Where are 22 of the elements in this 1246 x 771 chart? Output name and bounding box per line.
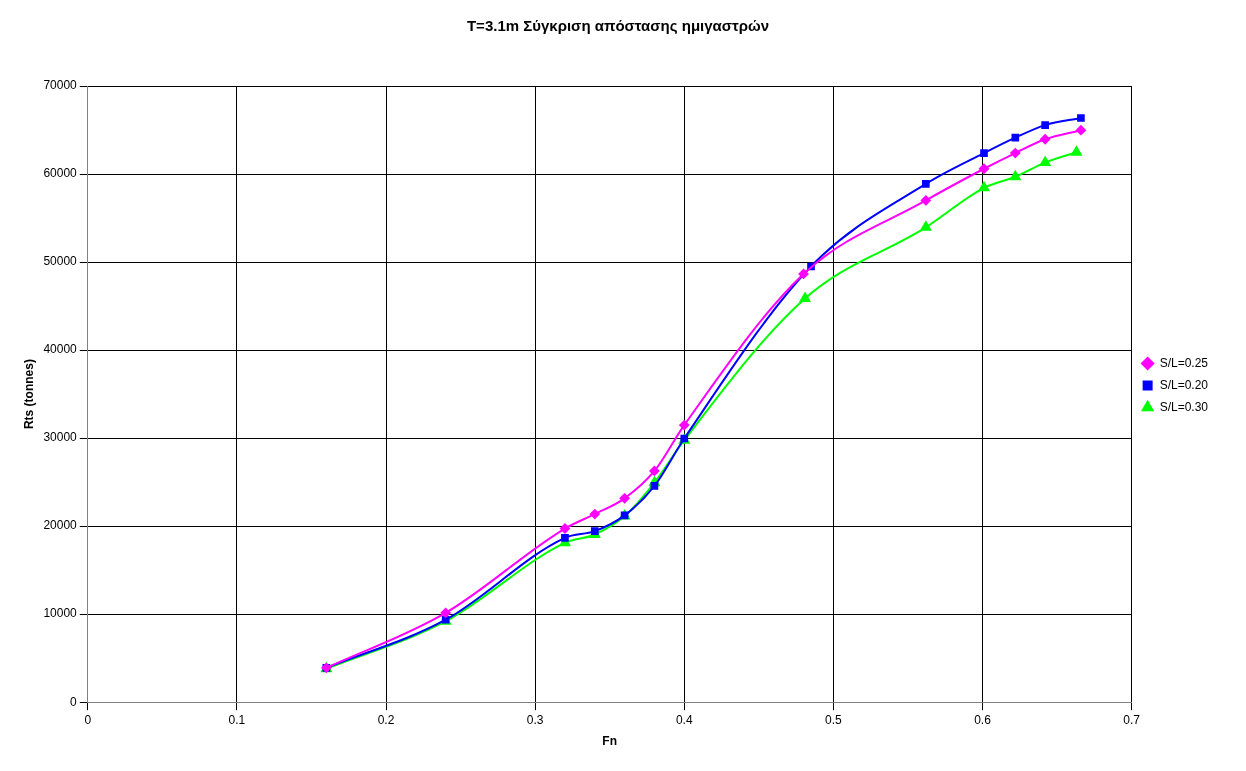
y-tick-label: 0 [70,694,78,709]
legend-label: S/L=0.20 [1159,377,1209,392]
y-tick-label: 60000 [43,166,78,181]
y-tick-label: 20000 [43,518,78,533]
chart-title: T=3.1m Σύγκριση απόστασης ημιγαστρών [466,17,770,35]
x-tick-label: 0.3 [526,712,544,727]
x-tick-label: 0.1 [228,712,246,727]
legend-label: S/L=0.30 [1159,399,1209,414]
x-tick-label: 0.4 [675,712,693,727]
x-tick-label: 0.2 [377,712,395,727]
legend-label: S/L=0.25 [1159,355,1209,370]
x-tick-label: 0.6 [974,712,992,727]
x-tick-label: 0 [84,712,92,727]
y-tick-label: 70000 [43,78,78,93]
y-tick-label: 40000 [43,342,78,357]
x-tick-label: 0.5 [825,712,843,727]
y-axis-title: Rts (tonnes) [21,359,36,430]
y-tick-label: 30000 [43,430,78,445]
x-tick-label: 0.7 [1123,712,1141,727]
y-tick-label: 10000 [43,606,78,621]
y-tick-label: 50000 [43,254,78,269]
x-axis-title: Fn [602,734,618,749]
